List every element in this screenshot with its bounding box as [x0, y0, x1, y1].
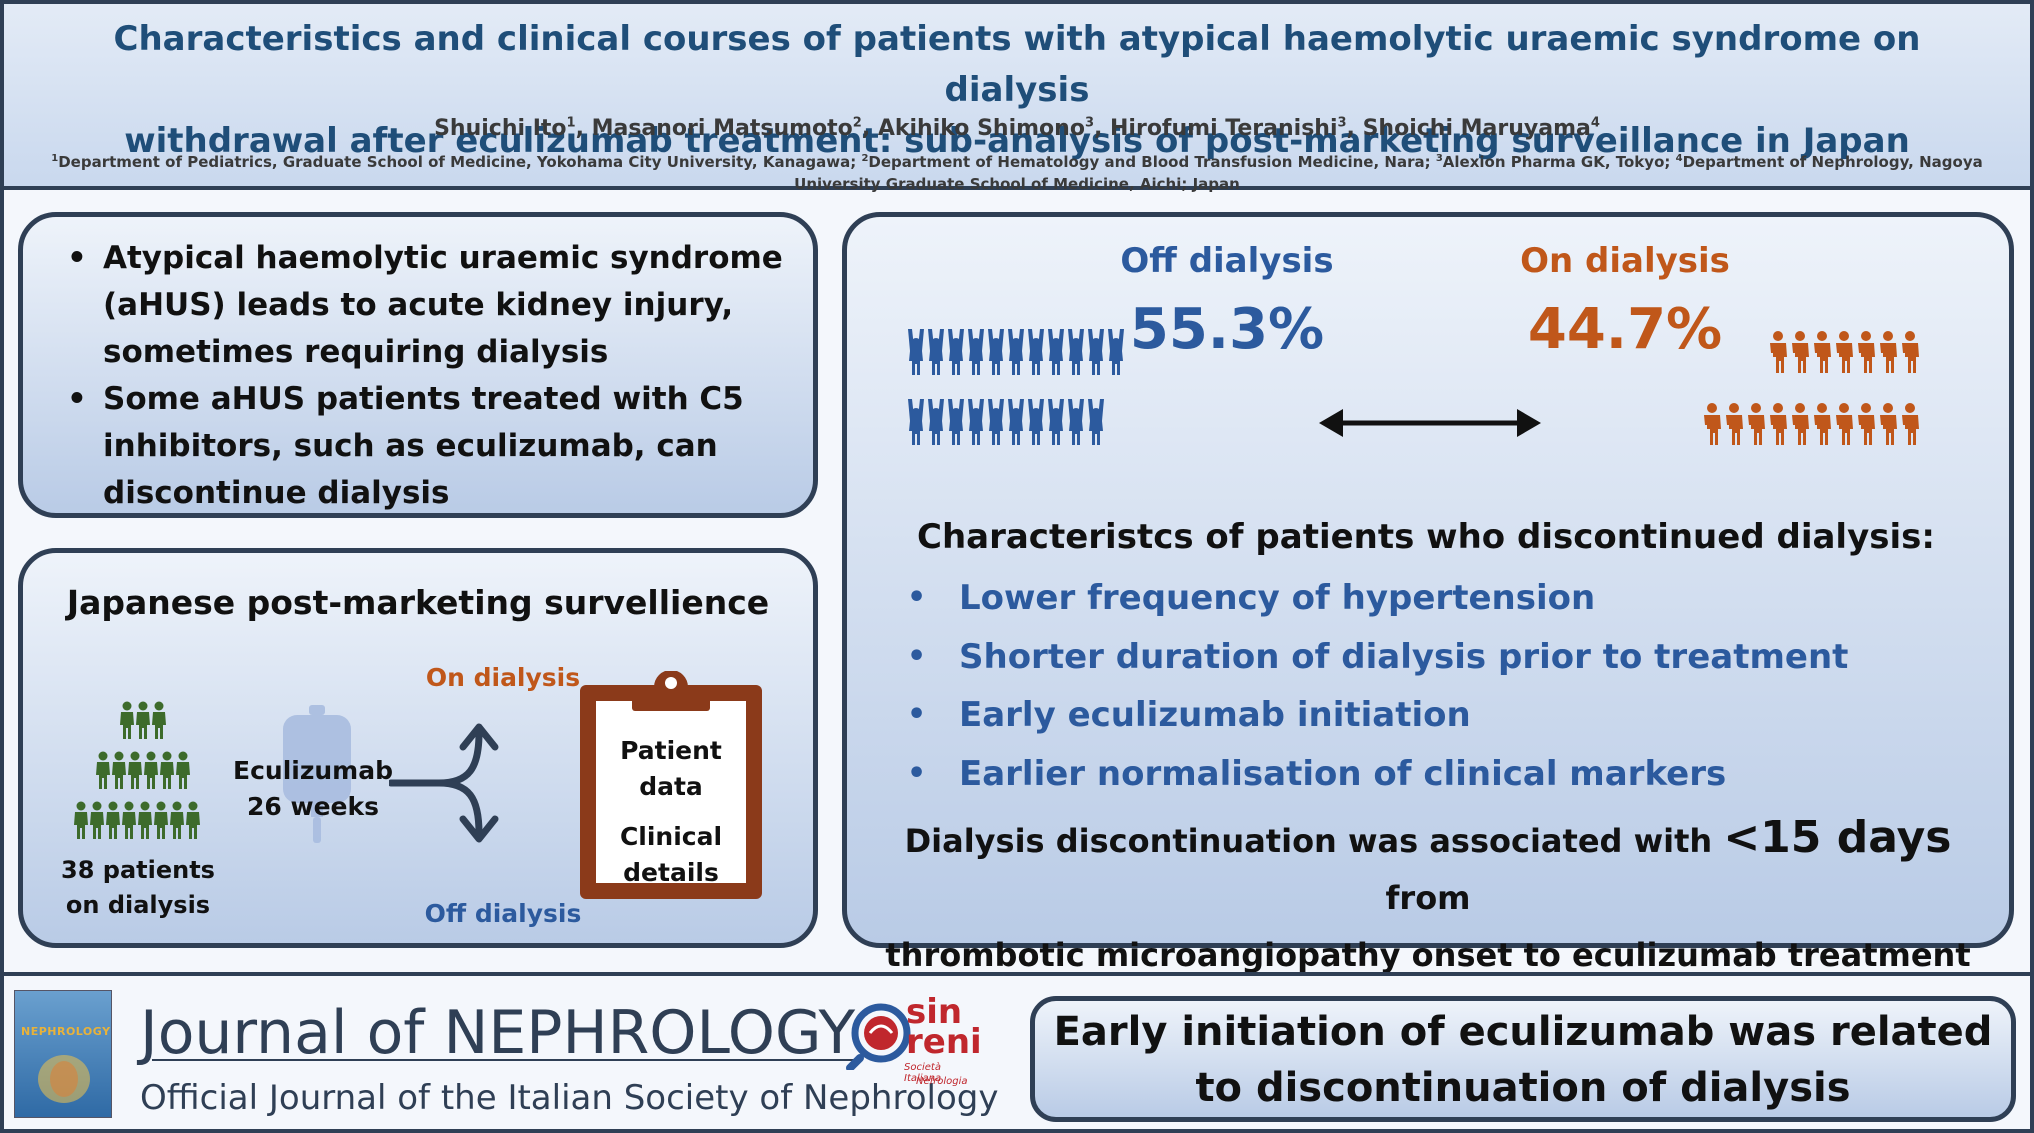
characteristics-list: Lower frequency of hypertension Shorter …	[907, 569, 1848, 803]
surveillance-panel: Japanese post-marketing survellience 38 …	[18, 548, 818, 948]
fork-arrow-icon	[389, 723, 499, 843]
author: Masanori Matsumoto2,	[591, 116, 878, 142]
on-dialysis-percent: 44.7%	[1527, 297, 1723, 362]
off-dialysis-heading: Off dialysis	[1120, 241, 1334, 281]
off-dialysis-branch-label: Off dialysis	[424, 899, 582, 928]
intro-bullet: Atypical haemolytic uraemic syndrome (aH…	[57, 235, 787, 376]
characteristic-item: Earlier normalisation of clinical marker…	[907, 745, 1848, 804]
title-line-2: withdrawal after eculizumab treatment: s…	[124, 121, 1910, 161]
clipboard-icon	[580, 671, 762, 899]
journal-subtitle: Official Journal of the Italian Society …	[140, 1078, 999, 1118]
on-dialysis-people-icon	[1704, 331, 1919, 445]
journal-name: Journal of NEPHROLOGY	[140, 998, 856, 1068]
characteristic-item: Shorter duration of dialysis prior to tr…	[907, 628, 1848, 687]
characteristic-item: Lower frequency of hypertension	[907, 569, 1848, 628]
characteristic-item: Early eculizumab initiation	[907, 686, 1848, 745]
characteristics-title: Characteristcs of patients who discontin…	[917, 517, 1935, 557]
page-title: Characteristics and clinical courses of …	[44, 14, 1990, 167]
author: Hirofumi Teranishi3,	[1110, 116, 1363, 142]
sin-logo-icon: sin reni Società Italiana Nefrologia	[846, 992, 982, 1090]
intro-bullets: Atypical haemolytic uraemic syndrome (aH…	[57, 235, 787, 517]
off-dialysis-percent: 55.3%	[1129, 297, 1325, 362]
conclusion-highlight: <15 days	[1723, 812, 1952, 863]
surveillance-title: Japanese post-marketing survellience	[66, 583, 770, 622]
conclusion: Dialysis discontinuation was associated …	[885, 812, 1971, 974]
off-dialysis-people-icon	[908, 329, 1124, 445]
intro-panel: Atypical haemolytic uraemic syndrome (aH…	[18, 212, 818, 518]
header: Characteristics and clinical courses of …	[4, 4, 2030, 193]
author: Akihiko Shimono3,	[877, 116, 1111, 142]
intro-bullet: Some aHUS patients treated with C5 inhib…	[57, 376, 787, 517]
on-dialysis-heading: On dialysis	[1520, 241, 1730, 281]
author-list: Shuichi Ito1, Masanori Matsumoto2, Akihi…	[4, 116, 2030, 141]
author: Shoichi Maruyama4	[1362, 116, 1600, 142]
author: Shuichi Ito1,	[434, 116, 592, 142]
title-line-1: Characteristics and clinical courses of …	[113, 19, 1921, 110]
iv-bag-icon	[283, 705, 351, 843]
affiliations: 1Department of Pediatrics, Graduate Scho…	[51, 153, 1983, 193]
patients-people-icon	[74, 701, 200, 839]
journal-cover-icon: NEPHROLOGY	[14, 990, 112, 1118]
patients-label: 38 patients on dialysis	[61, 856, 215, 919]
key-takeaway: Early initiation of eculizumab was relat…	[1030, 996, 2016, 1122]
drug-label: Eculizumab 26 weeks	[233, 756, 393, 821]
footer-divider	[4, 972, 2030, 976]
results-panel: Off dialysis 55.3% On dialysis 44.7%	[842, 212, 2014, 974]
clipboard-text: Patient data Clinical details	[619, 736, 723, 887]
double-arrow-icon	[1319, 409, 1541, 437]
on-dialysis-branch-label: On dialysis	[425, 663, 581, 692]
